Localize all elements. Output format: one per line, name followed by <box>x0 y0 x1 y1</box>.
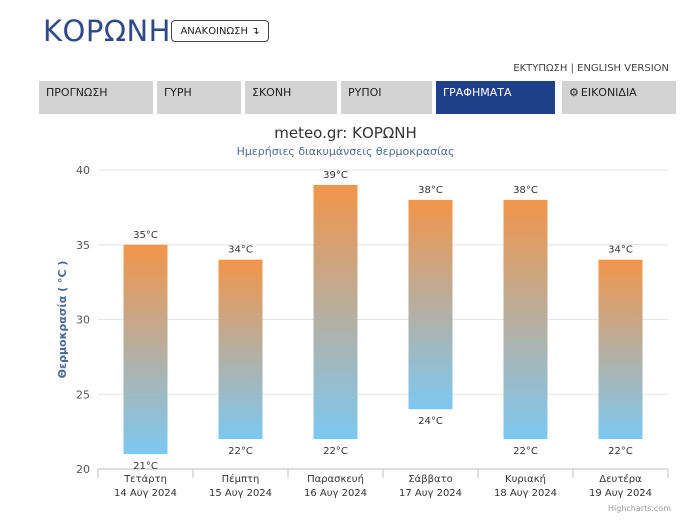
x-tick-date-label: 17 Αυγ 2024 <box>399 488 462 499</box>
chart-subtitle: Ημερήσιες διακυμάνσεις θερμοκρασίας <box>236 145 455 158</box>
max-temp-label: 34°C <box>608 245 633 256</box>
y-tick-label: 30 <box>76 314 90 327</box>
min-temp-label: 22°C <box>228 446 253 457</box>
tab-icons[interactable]: ⚙ ΕΙΚΟΝΙΔΙΑ <box>562 81 676 114</box>
tab-pollen[interactable]: ΓΥΡΗ <box>157 81 241 114</box>
temperature-bar <box>598 259 643 440</box>
temperature-bar <box>313 184 358 440</box>
y-axis-label: Θερμοκρασία ( °C ) <box>56 261 69 379</box>
temperature-bar <box>503 199 548 440</box>
y-tick-label: 20 <box>76 463 90 476</box>
tab-dust[interactable]: ΣΚΟΝΗ <box>245 81 337 114</box>
tab-label: ΕΙΚΟΝΙΔΙΑ <box>580 86 637 99</box>
tab-label: ΡΥΠΟΙ <box>348 86 382 99</box>
tab-label: ΣΚΟΝΗ <box>252 86 292 99</box>
max-temp-label: 35°C <box>133 230 158 241</box>
x-tick-day-label: Σάββατο <box>408 473 452 485</box>
tab-label: ΓΥΡΗ <box>164 86 192 99</box>
min-temp-label: 22°C <box>323 446 348 457</box>
temperature-bar <box>408 199 453 410</box>
announcement-button[interactable]: ΑΝΑΚΟΙΝΩΣΗ ↴ <box>171 20 269 42</box>
y-tick-label: 25 <box>76 388 90 401</box>
page-title: ΚΟΡΩΝΗ <box>43 14 171 48</box>
x-tick-date-label: 14 Αυγ 2024 <box>114 488 177 499</box>
tab-pollutants[interactable]: ΡΥΠΟΙ <box>341 81 432 114</box>
min-temp-label: 24°C <box>418 416 443 427</box>
tab-label: ΠΡΟΓΝΩΣΗ <box>46 86 108 99</box>
chart-title: meteo.gr: ΚΟΡΩΝΗ <box>274 124 417 142</box>
tab-forecast[interactable]: ΠΡΟΓΝΩΣΗ <box>39 81 153 114</box>
x-tick-day-label: Δευτέρα <box>599 473 642 485</box>
x-tick-day-label: Παρασκευή <box>307 473 364 485</box>
x-tick-day-label: Κυριακή <box>505 473 546 485</box>
x-tick-day-label: Τετάρτη <box>123 473 167 485</box>
x-tick-date-label: 18 Αυγ 2024 <box>494 488 557 499</box>
x-tick-date-label: 15 Αυγ 2024 <box>209 488 272 499</box>
x-tick-date-label: 19 Αυγ 2024 <box>589 488 652 499</box>
x-tick-day-label: Πέμπτη <box>222 473 260 485</box>
temperature-bar <box>123 244 168 455</box>
x-tick-date-label: 16 Αυγ 2024 <box>304 488 367 499</box>
link-separator: | <box>567 63 578 74</box>
temperature-bar <box>218 259 263 440</box>
tab-charts[interactable]: ΓΡΑΦΗΜΑΤΑ <box>436 81 555 114</box>
max-temp-label: 38°C <box>513 185 538 196</box>
max-temp-label: 39°C <box>323 170 348 181</box>
header-links: ΕΚΤΥΠΩΣΗ | ENGLISH VERSION <box>513 63 669 74</box>
y-tick-label: 35 <box>76 239 90 252</box>
gear-icon: ⚙ <box>569 86 579 99</box>
max-temp-label: 38°C <box>418 185 443 196</box>
y-tick-label: 40 <box>76 164 90 177</box>
max-temp-label: 34°C <box>228 245 253 256</box>
english-version-link[interactable]: ENGLISH VERSION <box>577 63 669 74</box>
print-link[interactable]: ΕΚΤΥΠΩΣΗ <box>513 63 568 74</box>
chart-credit[interactable]: Highcharts.com <box>608 504 671 513</box>
min-temp-label: 22°C <box>608 446 633 457</box>
min-temp-label: 22°C <box>513 446 538 457</box>
min-temp-label: 21°C <box>133 461 158 472</box>
tab-label: ΓΡΑΦΗΜΑΤΑ <box>443 86 512 99</box>
